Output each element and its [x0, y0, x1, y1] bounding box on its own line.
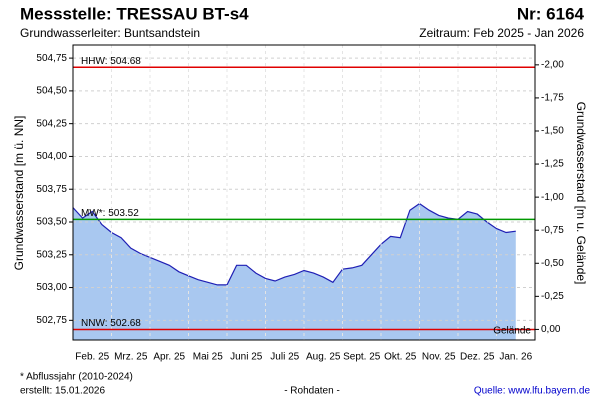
y-tick-label: 502,75 [36, 315, 67, 326]
y-tick-label: 504,00 [36, 151, 67, 162]
x-tick-label: Apr. 25 [153, 352, 185, 363]
reference-label: HHW: 504.68 [81, 56, 141, 67]
y-tick-label: 503,00 [36, 282, 67, 293]
x-tick-label: Mrz. 25 [114, 352, 148, 363]
level-line [72, 202, 516, 286]
plot-frame [72, 44, 536, 341]
y2-tick-label: -0,50 [541, 258, 564, 269]
station-number: Nr: 6164 [517, 4, 585, 23]
y-tick-label: 503,25 [36, 249, 67, 260]
y2-axis-label: Grundwasserstand [m u. Gelände] [574, 102, 588, 285]
subtitle: Grundwasserleiter: Buntsandstein [20, 26, 200, 40]
footnote: * Abflussjahr (2010-2024) [20, 372, 133, 383]
x-tick-label: Dez. 25 [460, 352, 495, 363]
x-tick-label: Okt. 25 [384, 352, 417, 363]
y-axis-label: Grundwasserstand [m ü. NN] [12, 116, 26, 271]
x-tick-label: Aug. 25 [306, 352, 341, 363]
area-fill [73, 203, 516, 340]
x-tick-label: Jan. 26 [499, 352, 532, 363]
y2-tick-label: -1,75 [541, 93, 564, 104]
reference-label: NNW: 502.68 [81, 318, 141, 329]
y2-tick-label: -2,00 [541, 59, 564, 70]
x-tick-label: Sept. 25 [343, 352, 381, 363]
y2-tick-label: -1,00 [541, 192, 564, 203]
y-tick-label: 504,50 [36, 86, 67, 97]
x-tick-label: Feb. 25 [75, 352, 109, 363]
chart-title: Messstelle: TRESSAU BT-s4 [20, 4, 249, 23]
reference-label: MW*: 503.52 [81, 208, 139, 219]
source: Quelle: www.lfu.bayern.de [474, 386, 591, 397]
y2-tick-label: -1,25 [541, 159, 564, 170]
y2-tick-label: -1,50 [541, 126, 564, 137]
y-tick-label: 503,75 [36, 184, 67, 195]
x-tick-label: Mai 25 [193, 352, 223, 363]
y-tick-label: 503,50 [36, 217, 67, 228]
x-tick-label: Juni 25 [230, 352, 263, 363]
period: Zeitraum: Feb 2025 - Jan 2026 [419, 26, 584, 40]
raw-data-note: - Rohdaten - [284, 386, 340, 397]
y2-tick-label: -0,75 [541, 225, 564, 236]
y-tick-label: 504,25 [36, 118, 67, 129]
y-tick-label: 504,75 [36, 53, 67, 64]
x-tick-label: Nov. 25 [422, 352, 456, 363]
x-tick-label: Juli 25 [270, 352, 299, 363]
created-date: erstellt: 15.01.2026 [20, 386, 105, 397]
ground-label: Gelände [493, 326, 531, 337]
y2-tick-label: -0,25 [541, 291, 564, 302]
y2-tick-label: 0,00 [541, 324, 561, 335]
